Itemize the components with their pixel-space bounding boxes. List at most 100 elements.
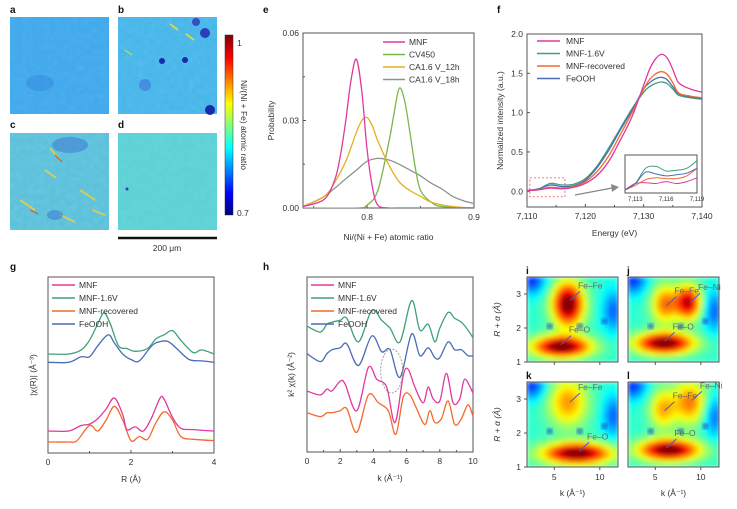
heatmap-cell [673,330,678,335]
heatmap-cell [663,442,668,447]
heatmap-cell [537,287,542,292]
heatmap-cell [558,449,563,454]
y-axis-label: R + α (Å) [492,407,502,442]
heatmap-cell [673,413,678,418]
heatmap-cell [551,445,556,450]
heatmap-cell [583,459,588,464]
heatmap-cell [715,326,719,331]
heatmap-cell [708,298,713,303]
heatmap-cell [555,354,560,359]
heatmap-cell [583,323,588,328]
heatmap-cell [551,298,556,303]
heatmap-cell [614,294,618,299]
heatmap-cell [694,280,699,285]
heatmap-cell [607,319,612,324]
heatmap-cell [583,406,588,411]
heatmap-cell [572,291,577,296]
heatmap-cell [607,452,612,457]
heatmap-cell [590,413,595,418]
heatmap-cell [659,312,664,317]
heatmap-cell [628,312,633,317]
heatmap-cell [527,382,532,387]
heatmap-cell [544,428,549,433]
heatmap-cell [562,452,567,457]
heatmap-cell [572,305,577,310]
heatmap-cell [604,431,609,436]
heatmap-cell [656,298,661,303]
heatmap-cell [593,287,598,292]
heatmap-cell [701,340,706,345]
heatmap-cell [597,459,602,464]
heatmap-cell [572,456,577,461]
heatmap-cell [565,410,570,415]
heatmap-cell [527,291,532,296]
heatmap-cell [569,406,574,411]
heatmap-cell [649,421,654,426]
heatmap-cell [694,301,699,306]
heatmap-cell [604,308,609,313]
heatmap-cell [652,413,657,418]
heatmap-cell [530,312,535,317]
heatmap-cell [698,456,703,461]
heatmap-cell [712,308,717,313]
heatmap-cell [694,344,699,349]
heatmap-cell [534,305,539,310]
heatmap-cell [705,316,710,321]
heatmap-cell [600,413,605,418]
heatmap-cell [600,431,605,436]
heatmap-cell [593,385,598,390]
heatmap-cell [673,424,678,429]
heatmap-cell [586,351,591,356]
heatmap-cell [586,305,591,310]
heatmap-cell [652,333,657,338]
heatmap-cell [527,301,532,306]
heatmap-cell [614,428,618,433]
heatmap-cell [548,344,553,349]
heatmap-cell [544,330,549,335]
heatmap-cell [530,354,535,359]
heatmap-cell [694,410,699,415]
heatmap-cell [572,406,577,411]
heatmap-cell [673,459,678,464]
heatmap-cell [673,438,678,443]
heatmap-cell [600,308,605,313]
heatmap-cell [572,452,577,457]
heatmap-cell [677,413,682,418]
y-tick-label: 1.0 [511,108,523,118]
heatmap-cell [572,403,577,408]
heatmap-cell [670,385,675,390]
heatmap-cell [652,287,657,292]
heatmap-cell [597,308,602,313]
heatmap-cell [583,431,588,436]
heatmap-cell [544,287,549,292]
heatmap-cell [590,399,595,404]
heatmap-cell [565,354,570,359]
y-tick-label: 0.03 [282,116,299,126]
panel-label-a: a [10,5,16,16]
heatmap-cell [544,435,549,440]
heatmap-cell [604,337,609,342]
heatmap-cell [527,294,532,299]
heatmap-cell [611,463,616,467]
heatmap-cell [572,337,577,342]
heatmap-cell [698,449,703,454]
heatmap-cell [698,277,703,282]
heatmap-cell [712,413,717,418]
heatmap-cell [670,452,675,457]
heatmap-cell [638,385,643,390]
heatmap-cell [712,354,717,359]
heatmap-cell [614,305,618,310]
heatmap-cell [551,406,556,411]
heatmap-cell [583,301,588,306]
heatmap-cell [663,354,668,359]
heatmap-cell [611,323,616,328]
heatmap-cell [684,294,689,299]
heatmap-cell [670,410,675,415]
heatmap-cell [712,358,717,362]
heatmap-cell [698,351,703,356]
heatmap-cell [551,428,556,433]
heatmap-cell [656,445,661,450]
heatmap-cell [541,351,546,356]
heatmap-cell [614,291,618,296]
heatmap-cell [635,358,640,362]
